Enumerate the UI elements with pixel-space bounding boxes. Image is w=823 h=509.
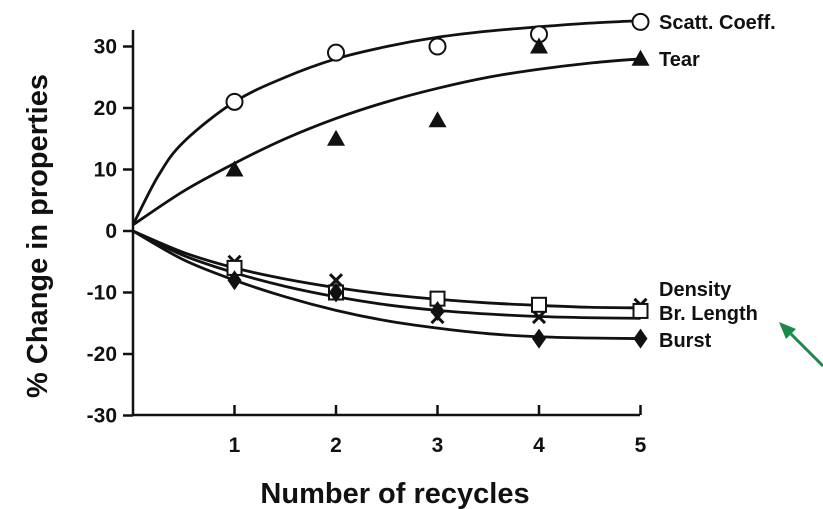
y-tick-label: -10 (87, 282, 117, 305)
marker-scatt-coeff (428, 37, 447, 56)
y-tick-label: 20 (94, 97, 117, 120)
x-tick-label: 5 (635, 434, 647, 457)
marker-burst (430, 300, 445, 321)
marker-tear (530, 37, 548, 54)
annotation-arrow-head (779, 322, 796, 339)
plot-area: 30 20 10 0 -10 -20 -30 1 2 3 4 5 Scatt. Coeff. Tear… (87, 12, 776, 457)
x-ticks: 1 2 3 4 5 (229, 405, 647, 457)
marker-density (531, 310, 547, 325)
y-tick-label: 0 (105, 220, 117, 243)
curve-tear (132, 57, 641, 227)
marker-tear (327, 129, 345, 146)
marker-density (328, 273, 344, 288)
curve-scatt-coeff (131, 19, 641, 226)
marker-burst (227, 270, 242, 291)
annotation-arrow (779, 322, 823, 368)
marker-tear (225, 160, 244, 177)
fitted-curves (131, 19, 641, 341)
curve-br-length (132, 229, 641, 320)
marker-scatt-coeff (327, 43, 345, 62)
y-tick-label: -30 (87, 405, 117, 428)
series-label-burst: Burst (659, 330, 712, 352)
data-markers (225, 12, 650, 349)
series-label-scatt-coeff: Scatt. Coeff. (659, 12, 776, 34)
annotation-arrow-shaft (789, 332, 823, 368)
y-ticks: 30 20 10 0 -10 -20 -30 (87, 36, 133, 428)
marker-tear (631, 49, 650, 66)
series-label-tear: Tear (659, 49, 700, 71)
marker-burst (329, 282, 343, 303)
y-tick-label: -20 (87, 343, 117, 366)
x-axis-title: Number of recycles (260, 478, 529, 509)
marker-br-length (531, 296, 547, 313)
series-label-br-length: Br. Length (659, 303, 758, 325)
x-tick-label: 1 (229, 434, 241, 457)
x-tick-label: 3 (432, 434, 444, 457)
curve-density (132, 229, 641, 310)
y-tick-label: 10 (94, 159, 117, 182)
marker-br-length (632, 302, 649, 319)
y-axis-title: % Change in properties (22, 74, 54, 398)
marker-burst (633, 328, 648, 349)
x-tick-label: 2 (330, 434, 342, 457)
marker-scatt-coeff (225, 92, 244, 111)
marker-tear (428, 111, 447, 128)
series-label-density: Density (659, 279, 732, 301)
y-tick-label: 30 (94, 36, 117, 59)
x-tick-label: 4 (533, 434, 545, 457)
marker-scatt-coeff (631, 12, 650, 31)
marker-burst (532, 328, 546, 349)
curve-burst (132, 229, 641, 341)
